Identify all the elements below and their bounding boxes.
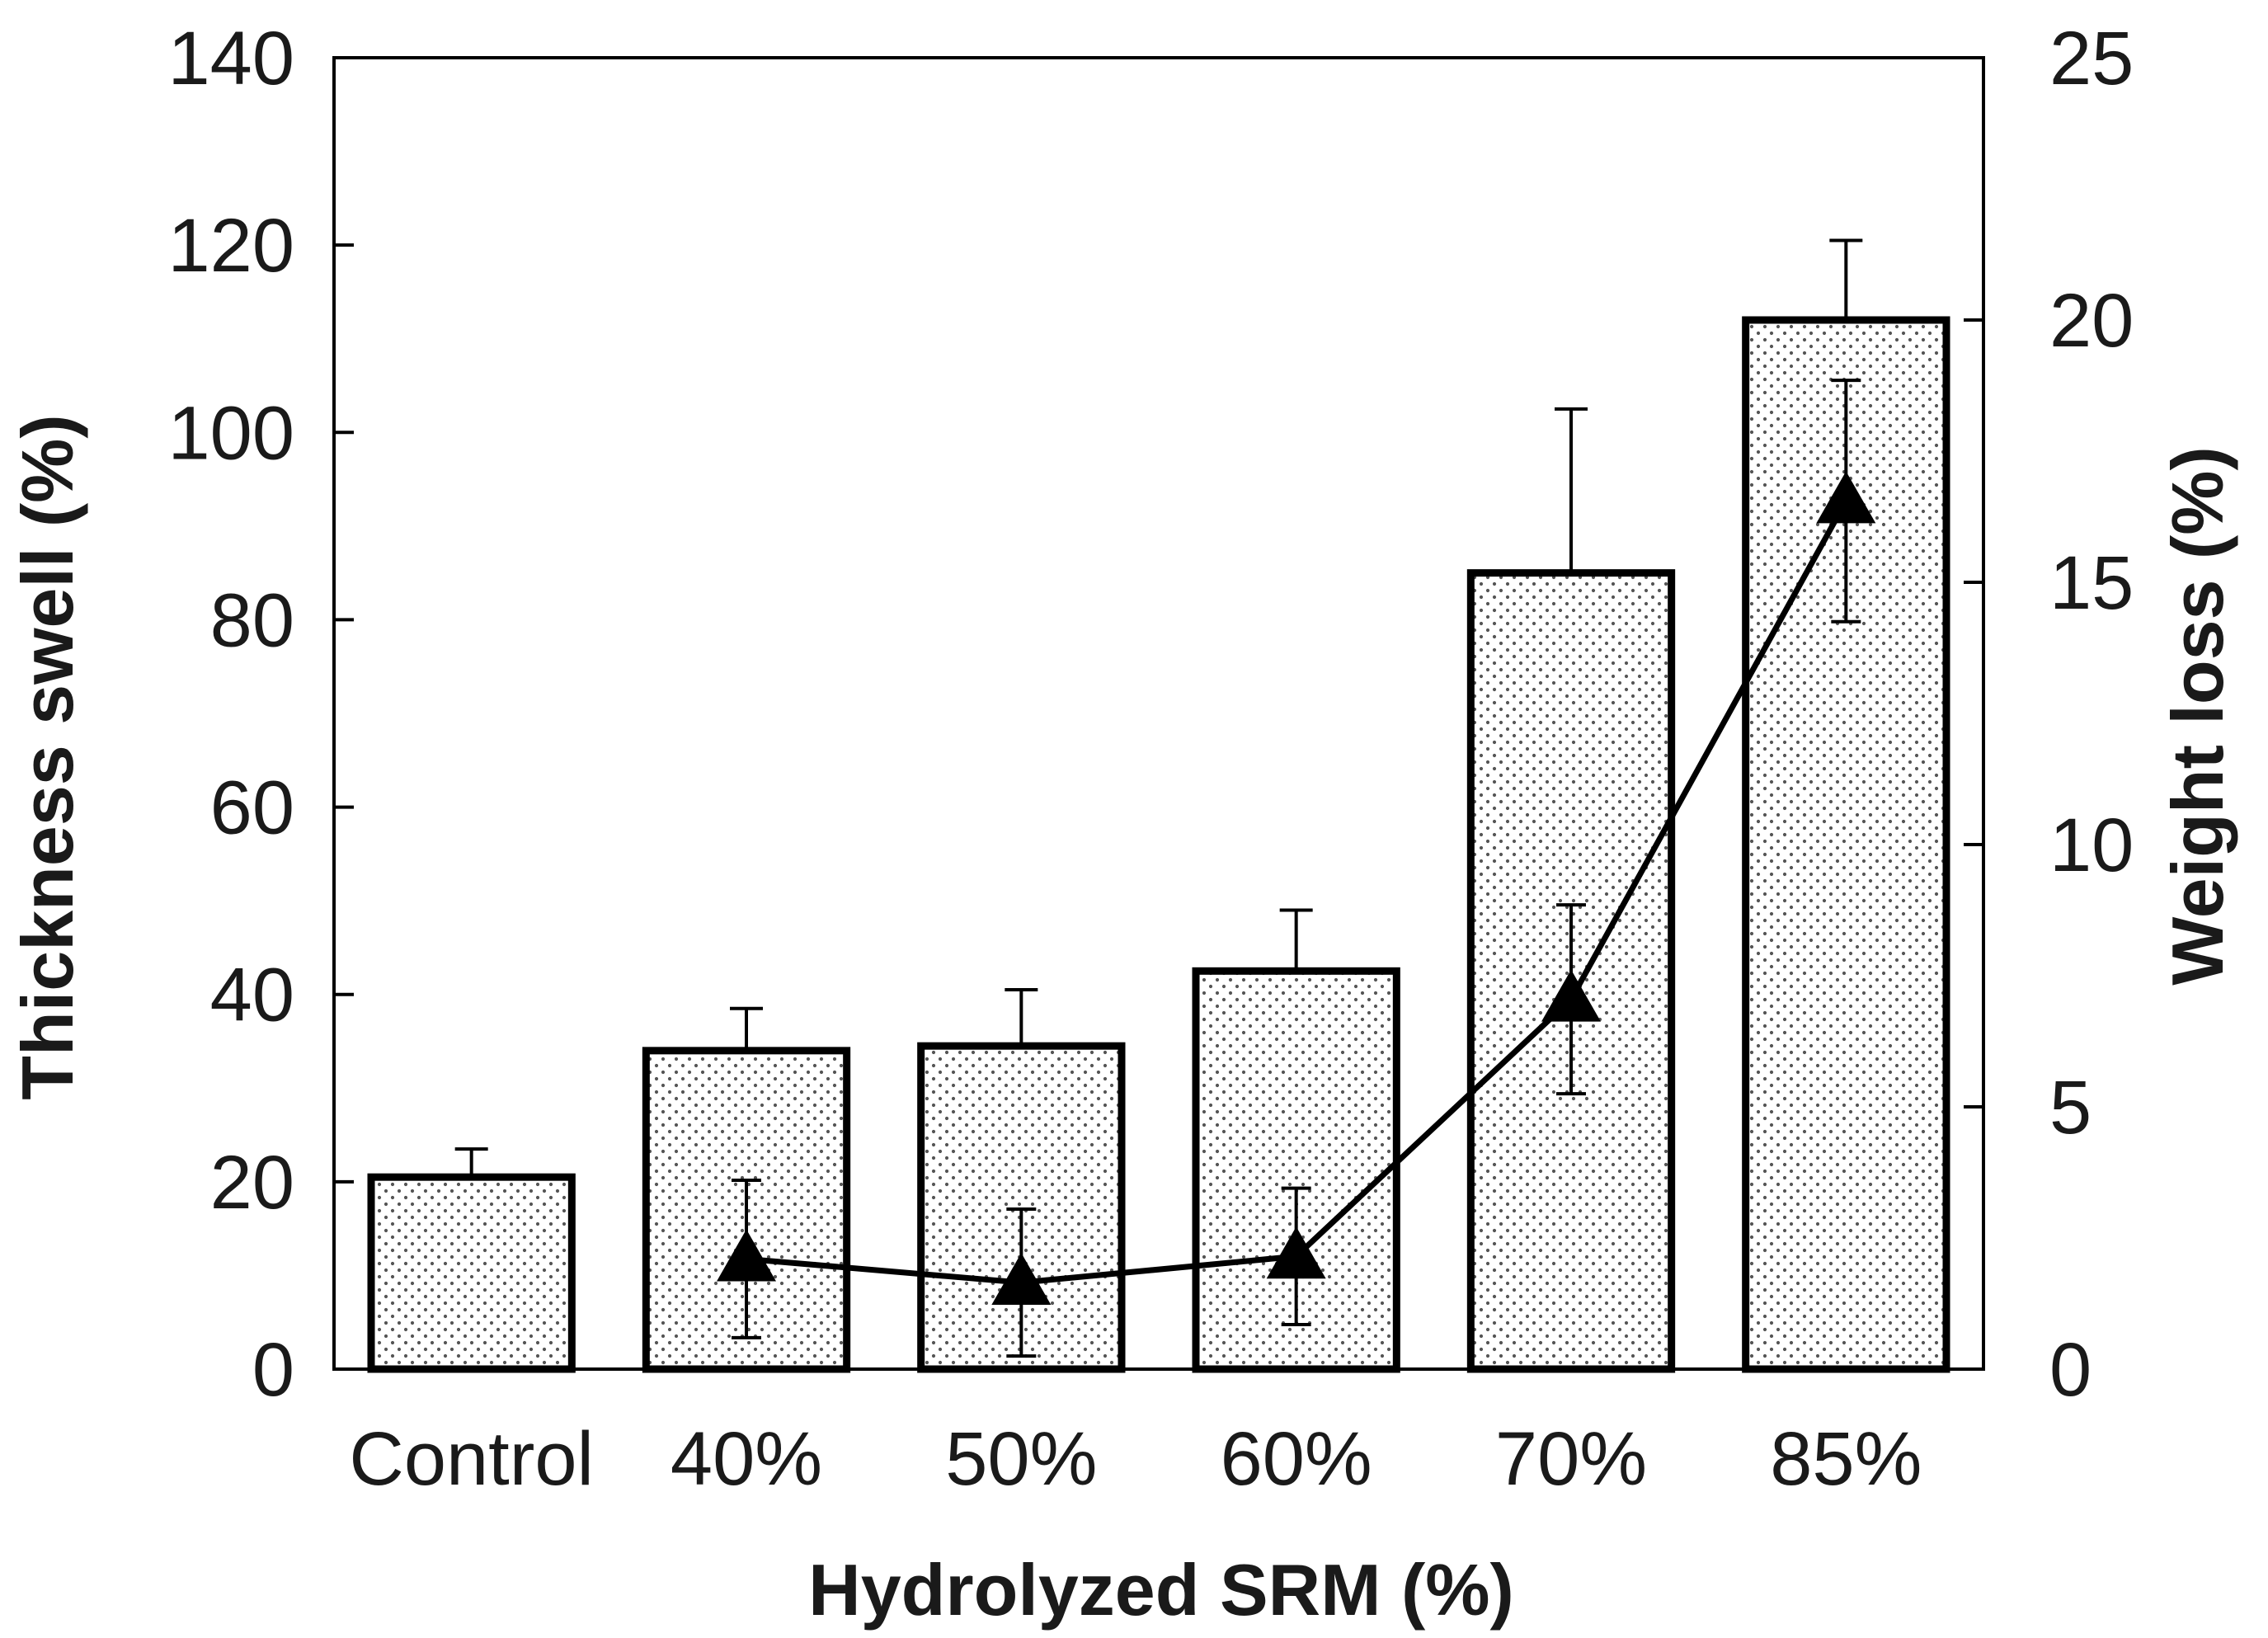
y-tick-label: 60 xyxy=(210,766,294,850)
weight-loss-marker xyxy=(1541,969,1601,1022)
x-category-label: 85% xyxy=(1770,1417,1922,1501)
y-tick-label: 120 xyxy=(168,204,295,288)
bar-thickness-swell xyxy=(367,1173,576,1373)
y2-tick-label: 5 xyxy=(2049,1066,2092,1150)
x-category-label: Control xyxy=(349,1417,594,1501)
y-tick-label: 140 xyxy=(168,16,295,101)
weight-loss-marker xyxy=(991,1253,1052,1306)
y-axis-title: Thickness swell (%) xyxy=(7,414,88,1099)
x-category-label: 60% xyxy=(1221,1417,1372,1501)
x-category-label: 50% xyxy=(945,1417,1097,1501)
weight-loss-marker xyxy=(717,1229,776,1282)
y-tick-label: 80 xyxy=(210,578,294,662)
y-tick-label: 20 xyxy=(210,1141,294,1225)
plot-frame xyxy=(332,56,1985,1371)
y-tick-label: 40 xyxy=(210,953,294,1038)
x-category-label: 40% xyxy=(671,1417,822,1501)
y-tick-label: 100 xyxy=(168,391,295,475)
y-tick-label: 0 xyxy=(252,1328,294,1412)
y2-tick-label: 25 xyxy=(2049,16,2134,101)
x-category-label: 70% xyxy=(1495,1417,1647,1501)
y2-tick-label: 0 xyxy=(2049,1328,2092,1412)
y2-tick-label: 15 xyxy=(2049,541,2134,625)
y2-tick-label: 20 xyxy=(2049,279,2134,363)
weight-loss-marker xyxy=(1816,471,1876,524)
y2-tick-label: 10 xyxy=(2049,803,2134,887)
weight-loss-marker xyxy=(1266,1226,1326,1279)
y2-axis-title: Weight loss (%) xyxy=(2157,446,2238,986)
x-axis-title: Hydrolyzed SRM (%) xyxy=(808,1549,1514,1631)
